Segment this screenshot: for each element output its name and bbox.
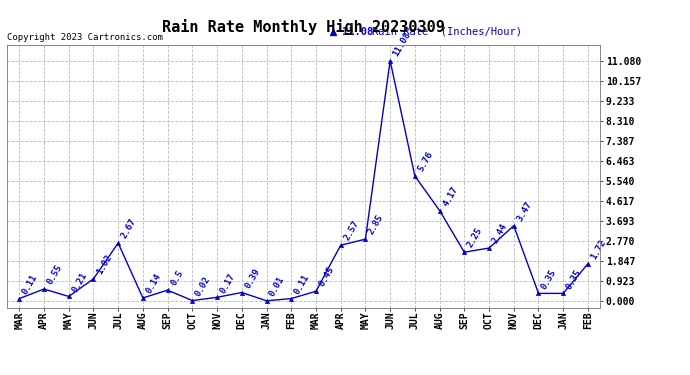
Text: 2.44: 2.44 [491,222,509,245]
Text: 0.35: 0.35 [540,267,558,291]
Text: 0.21: 0.21 [70,270,88,294]
Text: 2.67: 2.67 [119,217,138,240]
Text: 0.55: 0.55 [46,263,64,286]
Text: 3.47: 3.47 [515,200,533,223]
Text: 11.08: 11.08 [391,30,413,58]
Text: Copyright 2023 Cartronics.com: Copyright 2023 Cartronics.com [7,33,163,42]
Text: Rain Rate Monthly High 20230309: Rain Rate Monthly High 20230309 [162,19,445,35]
Text: 5.76: 5.76 [416,150,435,173]
Text: 0.11: 0.11 [293,273,311,296]
Text: Rain Rate  (Inches/Hour): Rain Rate (Inches/Hour) [372,27,522,37]
Text: 1.02: 1.02 [95,253,113,276]
Text: 2.57: 2.57 [342,219,361,243]
Text: 0.14: 0.14 [144,272,163,295]
Text: 0.02: 0.02 [194,274,213,298]
Text: 0.39: 0.39 [243,267,262,290]
Text: 11.08: 11.08 [342,27,373,37]
Text: 0.01: 0.01 [268,275,286,298]
Text: 1.72: 1.72 [589,238,608,261]
Text: 2.25: 2.25 [466,226,484,249]
Text: 2.85: 2.85 [367,213,385,236]
Text: 0.11: 0.11 [21,273,39,296]
Text: 0.17: 0.17 [219,272,237,294]
Text: 0.35: 0.35 [564,267,583,291]
Text: 4.17: 4.17 [441,184,460,208]
Text: 0.5: 0.5 [169,269,185,287]
Text: 0.45: 0.45 [317,266,336,288]
